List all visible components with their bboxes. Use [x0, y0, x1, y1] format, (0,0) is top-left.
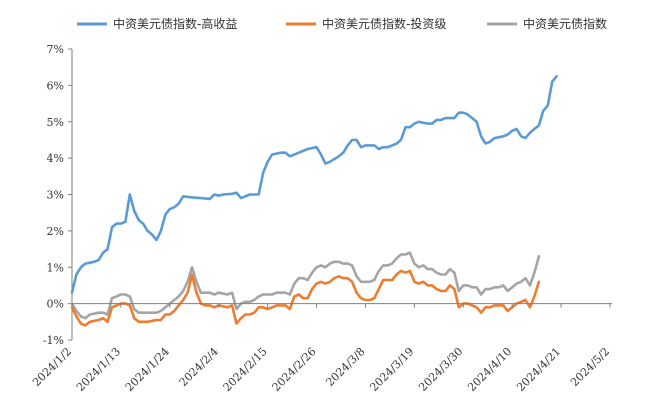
x-tick-label: 2024/4/21	[514, 345, 563, 394]
x-tick-label: 2024/2/26	[270, 345, 319, 394]
y-tick-label: 6%	[47, 79, 64, 92]
y-tick-label: -1%	[43, 334, 64, 347]
series-line-high-yield	[70, 75, 558, 295]
series-line-composite	[70, 251, 541, 320]
x-axis: 2024/1/2 2024/1/13 2024/1/24 2024/2/4 2024/2…	[30, 303, 612, 394]
legend-item-high-yield: 中资美元债指数-高收益	[77, 16, 237, 31]
x-tick-label: 2024/1/2	[30, 345, 74, 389]
y-tick-label: 3%	[47, 189, 64, 202]
x-tick-label: 2024/3/30	[416, 345, 465, 394]
y-tick-label: 5%	[47, 116, 64, 129]
x-tick-label: 2024/3/19	[367, 345, 416, 394]
y-tick-label: 4%	[47, 152, 64, 165]
x-tick-label: 2024/2/4	[177, 345, 221, 389]
y-tick-label: 2%	[47, 225, 64, 238]
legend-label: 中资美元债指数-投资级	[322, 16, 446, 31]
x-tick-label: 2024/3/8	[323, 345, 367, 389]
legend: 中资美元债指数-高收益 中资美元债指数-投资级 中资美元债指数	[77, 16, 607, 31]
series-layer	[70, 75, 558, 327]
legend-label: 中资美元债指数-高收益	[113, 16, 237, 31]
x-tick-label: 2024/4/10	[465, 345, 514, 394]
x-tick-label: 2024/2/15	[221, 345, 270, 394]
x-tick-label: 2024/1/24	[123, 345, 172, 394]
y-tick-label: 1%	[47, 261, 64, 274]
y-tick-label: 0%	[47, 298, 64, 311]
legend-item-investment-grade: 中资美元债指数-投资级	[286, 16, 446, 31]
legend-item-composite: 中资美元债指数	[487, 16, 607, 31]
y-axis: -1% 0% 1% 2% 3% 4% 5% 6% 7%	[43, 43, 73, 347]
y-tick-label: 7%	[47, 43, 64, 56]
x-tick-label: 2024/5/2	[568, 345, 612, 389]
legend-label: 中资美元债指数	[523, 16, 607, 31]
x-tick-label: 2024/1/13	[74, 345, 123, 394]
